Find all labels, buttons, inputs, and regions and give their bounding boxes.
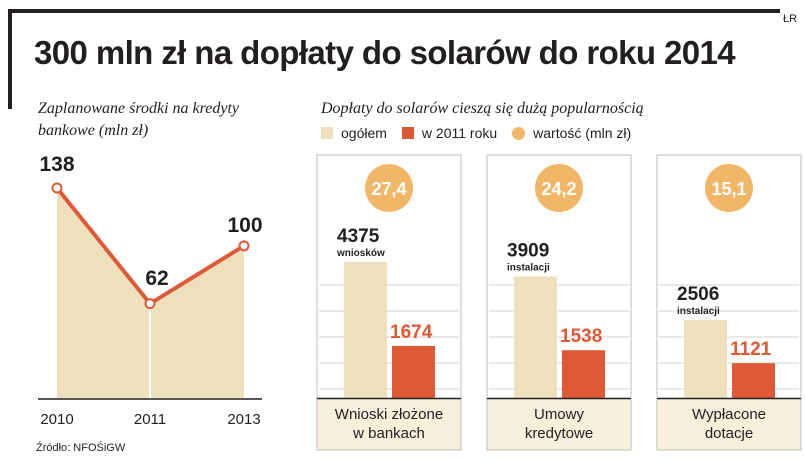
legend-item-total: ogółem (321, 125, 387, 141)
legend: ogółem w 2011 roku wartość (mln zł) (321, 124, 646, 142)
value-circle (365, 164, 413, 212)
category-label: Wnioski złożone (335, 406, 443, 423)
data-point (51, 182, 63, 194)
bar-total (344, 262, 387, 398)
legend-label-total: ogółem (341, 125, 387, 141)
value-circle (705, 164, 753, 212)
page-title: 300 mln zł na dopłaty do solarów do roku… (34, 34, 736, 71)
x-tick-label: 2010 (40, 411, 73, 428)
legend-swatch-value (512, 126, 526, 140)
bar-total-value: 3909 (507, 240, 549, 261)
legend-label-value: wartość (mln zł) (533, 125, 632, 141)
bar-total-unit: instalacji (507, 262, 550, 273)
left-chart-title: Zaplanowane środki na kredyty bankowe (m… (38, 100, 240, 139)
category-label: Wypłacone (692, 406, 766, 423)
left-rule (8, 9, 12, 109)
value-circle-label: 15,1 (711, 179, 746, 199)
value-circle (535, 164, 583, 212)
category-label-area (657, 399, 801, 450)
value-circle-label: 27,4 (371, 179, 406, 199)
bar-total (514, 276, 557, 398)
corner-tag: ŁR (783, 13, 798, 25)
data-label: 62 (145, 267, 168, 290)
bar-2011-value: 1674 (390, 322, 433, 343)
legend-item-2011: w 2011 roku (401, 125, 498, 141)
legend-item-value: wartość (mln zł) (512, 125, 631, 141)
legend-swatch-total (321, 127, 333, 139)
category-label: kredytowe (525, 425, 593, 442)
value-circle-label: 24,2 (541, 179, 576, 199)
category-label: Umowy (534, 406, 585, 423)
bar-total (684, 320, 727, 398)
bar-total-unit: instalacji (677, 306, 720, 317)
legend-label-2011: w 2011 roku (421, 125, 498, 141)
data-point (144, 298, 156, 310)
bar-total-value: 4375 (337, 226, 380, 247)
category-label-area (317, 399, 461, 450)
category-label-area (487, 399, 631, 450)
source-note: Źródło: NFOŚiGW (36, 442, 126, 454)
x-tick-label: 2013 (227, 411, 260, 428)
bar-2011 (732, 363, 775, 398)
category-label: w bankach (352, 425, 425, 442)
data-label: 138 (39, 153, 74, 176)
bar-total-unit: wniosków (336, 248, 385, 259)
bar-2011 (392, 345, 435, 398)
top-rule (8, 9, 780, 13)
bar-2011-value: 1121 (730, 339, 772, 360)
right-chart-title: Dopłaty do solarów cieszą się dużą popul… (321, 100, 644, 117)
data-label: 100 (227, 214, 262, 237)
data-point (238, 240, 250, 252)
bar-2011-value: 1538 (560, 326, 602, 347)
bar-total-value: 2506 (677, 284, 719, 305)
legend-swatch-2011 (401, 127, 414, 139)
area-fill (57, 188, 244, 398)
x-tick-label: 2011 (134, 411, 166, 428)
bar-2011 (562, 350, 605, 398)
category-label: dotacje (705, 425, 753, 442)
